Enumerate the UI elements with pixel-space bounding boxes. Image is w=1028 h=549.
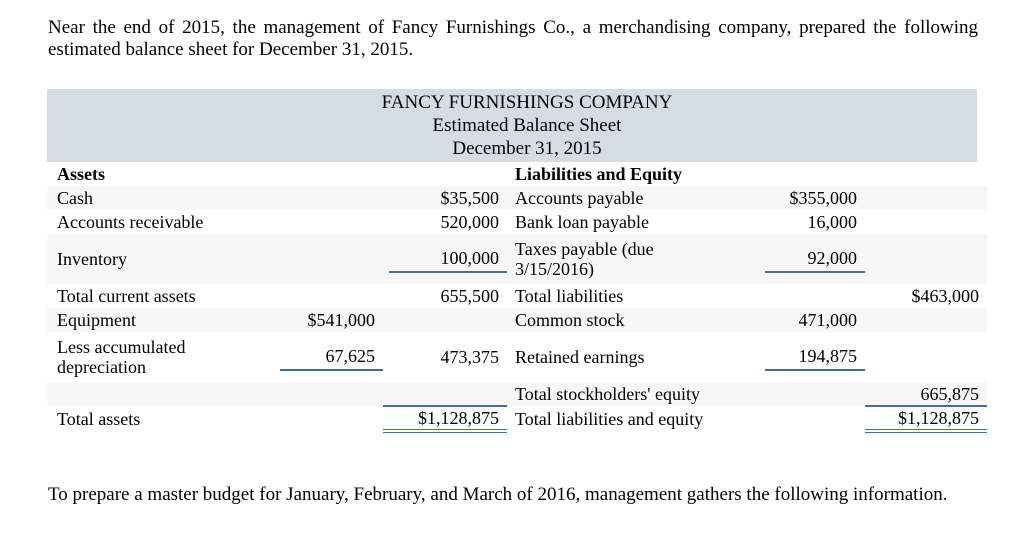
asset-amount: $35,500	[440, 188, 500, 208]
table-row: Equipment $541,000 Common stock 471,000	[47, 308, 987, 332]
asset-subamount: 67,625	[280, 343, 383, 371]
equity-label: Total stockholders' equity	[507, 382, 765, 406]
section-headings-row: Assets Liabilities and Equity	[47, 162, 987, 186]
equity-label: Common stock	[507, 308, 765, 332]
asset-label: Total assets	[57, 408, 141, 429]
table-row: Total assets $1,128,875 Total liabilitie…	[47, 406, 987, 433]
total-liabilities-equity-amount: $1,128,875	[898, 408, 979, 428]
balance-sheet: FANCY FURNISHINGS COMPANY Estimated Bala…	[47, 89, 987, 433]
intro-paragraph: Near the end of 2015, the management of …	[48, 17, 978, 60]
asset-label: Total current assets	[57, 286, 196, 306]
liability-label: Taxes payable (due 3/15/2016)	[515, 239, 654, 279]
asset-amount: 100,000	[389, 245, 507, 273]
statement-title: Estimated Balance Sheet	[432, 115, 622, 136]
company-name: FANCY FURNISHINGS COMPANY	[381, 92, 673, 113]
balance-sheet-header: FANCY FURNISHINGS COMPANY Estimated Bala…	[47, 89, 977, 162]
asset-subamount: $541,000	[307, 310, 376, 330]
asset-label: Cash	[47, 186, 280, 210]
statement-date: December 31, 2015	[452, 138, 602, 159]
table-row: Accounts receivable 520,000 Bank loan pa…	[47, 210, 987, 234]
liability-amount: 92,000	[765, 245, 865, 273]
asset-amount: 520,000	[440, 212, 500, 232]
table-row: Total stockholders' equity 665,875	[47, 382, 987, 407]
equity-label: Retained earnings	[515, 347, 645, 367]
table-row: Total current assets 655,500 Total liabi…	[47, 284, 987, 308]
table-row: Inventory 100,000 Taxes payable (due 3/1…	[47, 234, 987, 284]
equity-total: 665,875	[920, 383, 980, 404]
liability-label: Bank loan payable	[515, 212, 649, 232]
table-row: Less accumulated depreciation 67,625 473…	[47, 332, 987, 382]
equity-amount: 471,000	[798, 310, 858, 330]
liability-label: Total liabilities and equity	[515, 408, 704, 429]
equity-amount: 194,875	[765, 343, 865, 371]
asset-label: Less accumulated depreciation	[57, 337, 186, 377]
liability-amount: 16,000	[807, 212, 858, 232]
liability-total: $463,000	[911, 286, 980, 306]
liabilities-equity-heading: Liabilities and Equity	[515, 164, 683, 184]
assets-heading: Assets	[57, 164, 105, 184]
balance-sheet-table: Assets Liabilities and Equity Cash $35,5…	[47, 162, 987, 433]
asset-amount: 655,500	[440, 286, 500, 306]
asset-label: Inventory	[47, 234, 280, 284]
liability-label: Total liabilities	[515, 286, 624, 306]
asset-label: Equipment	[47, 308, 280, 332]
liability-label: Accounts payable	[507, 186, 765, 210]
liability-amount: $355,000	[789, 188, 858, 208]
table-row: Cash $35,500 Accounts payable $355,000	[47, 186, 987, 210]
asset-label: Accounts receivable	[57, 212, 204, 232]
asset-amount: 473,375	[440, 347, 500, 367]
total-assets-amount: $1,128,875	[418, 408, 499, 428]
outro-paragraph: To prepare a master budget for January, …	[48, 484, 948, 505]
